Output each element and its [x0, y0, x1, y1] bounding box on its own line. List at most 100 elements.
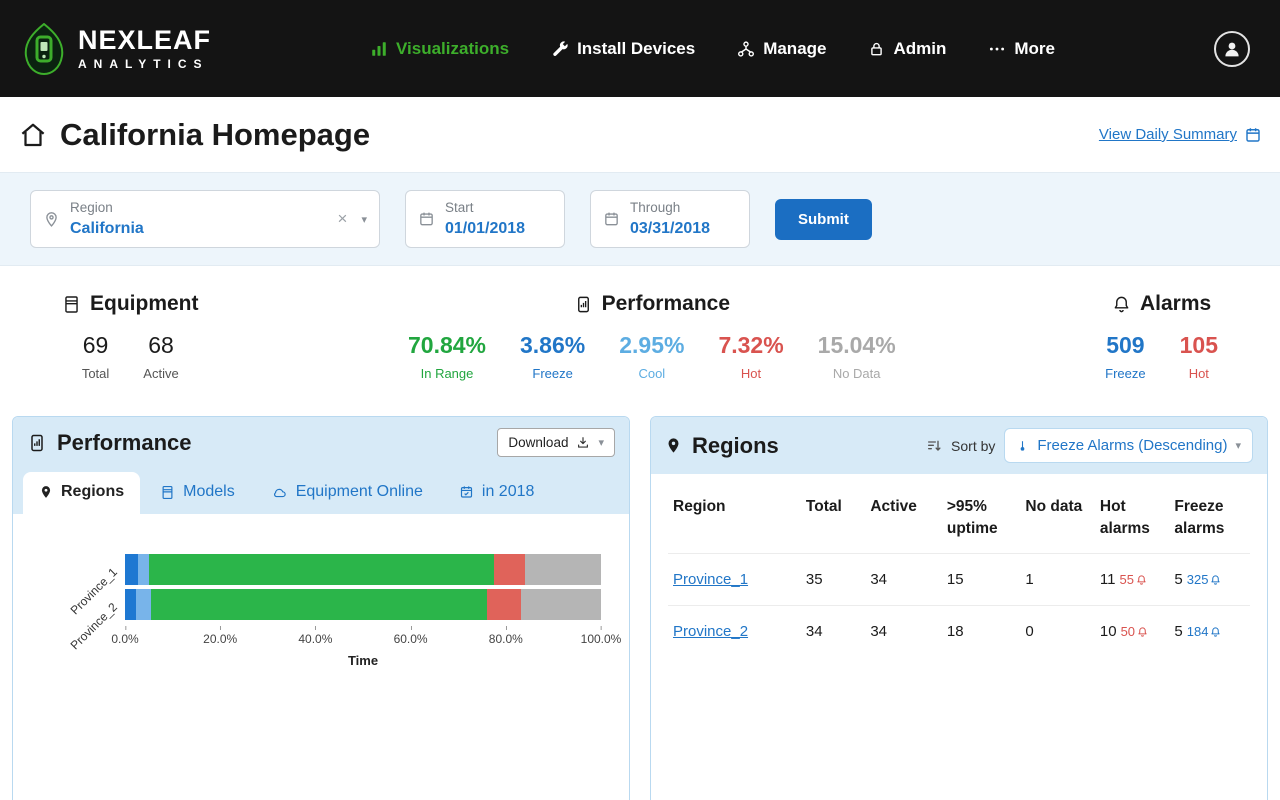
nav-item-label: Admin — [893, 38, 947, 58]
col-no-data: No data — [1025, 498, 1083, 515]
cell-freeze-alarms: 5 184 — [1169, 605, 1250, 658]
performance-tabs: Regions Models Equipment Online — [13, 468, 629, 514]
page-title: California Homepage — [18, 117, 370, 153]
filter-bar: Region California × ▾ Start 01/01/2018 T… — [0, 172, 1280, 266]
chart-x-label: Time — [347, 653, 379, 668]
cell-hot-alarms: 11 55 — [1094, 553, 1170, 606]
sort-select[interactable]: Freeze Alarms (Descending) ▾ — [1004, 428, 1253, 463]
download-button[interactable]: Download ▾ — [497, 428, 615, 457]
bar-chart-icon — [370, 40, 388, 58]
bell-icon — [1136, 574, 1147, 586]
tab-regions[interactable]: Regions — [23, 472, 141, 514]
performance-device-icon — [27, 432, 47, 454]
hot-alarm-count: 55 — [1119, 572, 1134, 588]
chart-x-tick: 60.0% — [393, 626, 428, 646]
chart-area: 0.0% 20.0% 40.0% 60.0% 80.0% 100.0% Time Prov… — [13, 514, 629, 668]
pin-icon — [39, 484, 53, 500]
alarms-summary: Alarms 509 Freeze 105 Hot — [1105, 292, 1218, 408]
nav-item-label: Visualizations — [396, 38, 510, 58]
chevron-down-icon: ▾ — [598, 437, 604, 449]
region-select[interactable]: Region California × ▾ — [30, 190, 380, 248]
bell-icon — [1112, 294, 1131, 315]
tab-label: Models — [183, 483, 235, 500]
user-avatar[interactable] — [1214, 30, 1250, 67]
nav-item-admin[interactable]: Admin — [868, 39, 946, 59]
chevron-down-icon: ▾ — [1235, 440, 1241, 452]
view-daily-summary-link[interactable]: View Daily Summary — [1099, 126, 1262, 144]
calendar-check-icon — [459, 484, 474, 500]
stat-total: 69 Total — [81, 332, 110, 381]
through-date-field[interactable]: Through 03/31/2018 — [590, 190, 750, 248]
page-title-text: California Homepage — [60, 116, 371, 152]
start-date-field[interactable]: Start 01/01/2018 — [405, 190, 565, 248]
chart-segment-no-data — [521, 589, 601, 620]
start-label: Start — [445, 200, 474, 216]
chart-bar-province_1 — [125, 554, 601, 585]
stat-no-data: 15.04% No Data — [817, 332, 896, 381]
nav-item-label: Install Devices — [577, 38, 696, 58]
bell-icon — [1137, 626, 1148, 638]
tab-models[interactable]: Models — [144, 472, 251, 514]
thermometer-icon — [1016, 438, 1029, 454]
cell-active: 34 — [865, 605, 942, 658]
lock-icon — [868, 40, 885, 58]
freeze-alarm-count: 325 — [1186, 572, 1209, 588]
col-uptime: >95% uptime — [946, 498, 998, 537]
submit-button[interactable]: Submit — [775, 198, 872, 240]
freeze-count: 5 — [1174, 571, 1183, 589]
chart-segment-in-range — [148, 554, 494, 585]
region-link[interactable]: Province_2 — [673, 623, 749, 641]
performance-summary: Performance 70.84% In Range 3.86% Freeze… — [408, 292, 896, 408]
bell-icon — [1210, 626, 1221, 638]
nav-item-visualizations[interactable]: Visualizations — [370, 39, 509, 59]
nav-item-more[interactable]: More — [988, 39, 1055, 59]
chart-segment-no-data — [524, 554, 601, 585]
chart-x-tick: 20.0% — [203, 626, 238, 646]
pin-icon — [43, 210, 60, 229]
chart-segment-cool — [136, 589, 151, 620]
nexleaf-leaf-logo-icon — [22, 22, 66, 75]
summary-link-text: View Daily Summary — [1098, 126, 1237, 143]
page-header: California Homepage View Daily Summary — [0, 97, 1280, 172]
nav-item-install-devices[interactable]: Install Devices — [551, 39, 695, 59]
col-total: Total — [805, 498, 842, 515]
performance-chart: 0.0% 20.0% 40.0% 60.0% 80.0% 100.0% Time Prov… — [68, 554, 621, 668]
regions-card: Regions Sort by Freeze Alarm — [650, 416, 1268, 800]
chart-x-axis: 0.0% 20.0% 40.0% 60.0% 80.0% 100.0% — [111, 625, 621, 649]
tab-label: Equipment Online — [295, 483, 423, 500]
clear-region-icon[interactable]: × — [337, 209, 348, 228]
chart-x-tick: 100.0% — [580, 626, 622, 646]
stat-freeze: 3.86% Freeze — [520, 332, 586, 381]
sort-by-label: Sort by — [951, 437, 996, 454]
top-navbar: NEXLEAF ANALYTICS Visualizations Install… — [0, 0, 1280, 97]
hot-count: 11 — [1099, 571, 1116, 589]
equipment-icon — [62, 294, 81, 315]
users-icon — [737, 40, 755, 58]
cell-hot-alarms: 10 50 — [1094, 605, 1170, 658]
cell-no-data: 1 — [1020, 553, 1095, 606]
freeze-alarm-count: 184 — [1186, 624, 1209, 640]
chart-segment-freeze — [125, 589, 137, 620]
wrench-icon — [551, 40, 569, 58]
stat-cool: 2.95% Cool — [619, 332, 685, 381]
regions-table: Region Total Active >95% uptime No data … — [668, 478, 1250, 658]
region-link[interactable]: Province_1 — [673, 571, 749, 589]
nav-item-manage[interactable]: Manage — [737, 39, 826, 59]
through-value: 03/31/2018 — [630, 219, 711, 237]
summary-stats: Equipment 69 Total 68 Active Performance — [0, 266, 1280, 408]
performance-device-icon — [574, 294, 593, 315]
ellipsis-icon — [988, 40, 1006, 58]
cell-uptime: 15 — [941, 553, 1021, 606]
stat-freeze-alarms: 509 Freeze — [1105, 332, 1146, 381]
tab-equipment-online[interactable]: Equipment Online — [255, 472, 439, 514]
chevron-down-icon[interactable]: ▾ — [361, 213, 367, 226]
table-row: Province_2 34 34 18 0 10 50 5 184 — [668, 605, 1250, 658]
cell-freeze-alarms: 5 325 — [1169, 553, 1250, 606]
person-icon — [1221, 38, 1243, 60]
chart-x-tick: 80.0% — [488, 626, 523, 646]
brand-logo[interactable]: NEXLEAF ANALYTICS — [22, 22, 211, 75]
tab-in-2018[interactable]: in 2018 — [443, 472, 551, 514]
equipment-title: Equipment — [90, 292, 199, 315]
bell-icon — [1210, 574, 1221, 586]
cell-total: 34 — [800, 605, 866, 658]
